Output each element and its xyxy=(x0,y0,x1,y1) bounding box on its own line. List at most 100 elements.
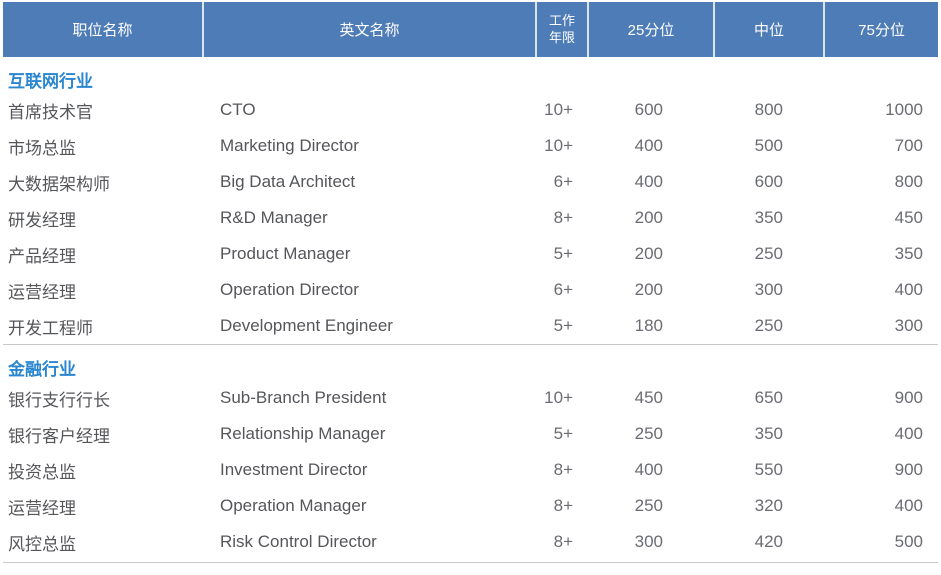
cell-work-years: 10+ xyxy=(544,136,573,155)
cell-work-years: 6+ xyxy=(553,280,573,299)
column-header-median-label: 中位 xyxy=(753,22,784,39)
table-row: 投资总监 Investment Director 8+ 400 550 900 xyxy=(3,452,938,488)
table-body: 互联网行业 首席技术官 CTO 10+ 600 800 1000 市场总监 Ma… xyxy=(3,57,938,560)
table-row: 银行支行行长 Sub-Branch President 10+ 450 650 … xyxy=(3,380,938,416)
cell-work-years: 6+ xyxy=(553,172,573,191)
cell-75th-percentile: 400 xyxy=(894,496,923,515)
cell-position-zh: 投资总监 xyxy=(8,462,76,482)
cell-median: 420 xyxy=(754,532,783,551)
section-title: 金融行业 xyxy=(8,359,76,379)
table-header-row: 职位名称 英文名称 工作 年限 25分位 中位 75分位 xyxy=(3,2,938,57)
cell-25th-percentile: 180 xyxy=(634,316,663,335)
table-row: 首席技术官 CTO 10+ 600 800 1000 xyxy=(3,92,938,128)
cell-position-en: Risk Control Director xyxy=(220,532,377,551)
cell-work-years: 8+ xyxy=(553,496,573,515)
section-title: 互联网行业 xyxy=(8,71,93,91)
cell-25th-percentile: 250 xyxy=(634,496,663,515)
cell-75th-percentile: 450 xyxy=(894,208,923,227)
cell-position-zh: 风控总监 xyxy=(8,534,76,554)
cell-work-years: 5+ xyxy=(553,316,573,335)
cell-position-en: Marketing Director xyxy=(220,136,359,155)
cell-median: 300 xyxy=(754,280,783,299)
column-header-position-en-label: 英文名称 xyxy=(339,22,400,39)
cell-work-years: 8+ xyxy=(553,532,573,551)
column-header-work-years: 工作 年限 xyxy=(537,2,589,57)
cell-position-en: R&D Manager xyxy=(220,208,328,227)
cell-75th-percentile: 500 xyxy=(894,532,923,551)
cell-position-zh: 首席技术官 xyxy=(8,102,93,122)
cell-25th-percentile: 450 xyxy=(634,388,663,407)
table-row: 运营经理 Operation Director 6+ 200 300 400 xyxy=(3,272,938,308)
cell-25th-percentile: 400 xyxy=(634,136,663,155)
cell-25th-percentile: 300 xyxy=(634,532,663,551)
column-header-work-years-label: 工作 年限 xyxy=(548,13,575,45)
table-row: 开发工程师 Development Engineer 5+ 180 250 30… xyxy=(3,308,938,344)
cell-work-years: 5+ xyxy=(553,424,573,443)
column-header-median: 中位 xyxy=(715,2,825,57)
cell-position-zh: 开发工程师 xyxy=(8,318,93,338)
cell-median: 800 xyxy=(754,100,783,119)
cell-work-years: 8+ xyxy=(553,460,573,479)
cell-25th-percentile: 600 xyxy=(634,100,663,119)
cell-position-en: CTO xyxy=(220,100,256,119)
column-header-position-en: 英文名称 xyxy=(204,2,537,57)
cell-25th-percentile: 200 xyxy=(634,208,663,227)
cell-position-zh: 研发经理 xyxy=(8,210,76,230)
section-rows: 首席技术官 CTO 10+ 600 800 1000 市场总监 Marketin… xyxy=(3,92,938,344)
salary-table: 职位名称 英文名称 工作 年限 25分位 中位 75分位 互联网行业 xyxy=(3,2,938,563)
section-rows: 银行支行行长 Sub-Branch President 10+ 450 650 … xyxy=(3,380,938,560)
cell-75th-percentile: 300 xyxy=(894,316,923,335)
cell-work-years: 10+ xyxy=(544,388,573,407)
cell-position-zh: 运营经理 xyxy=(8,282,76,302)
cell-median: 650 xyxy=(754,388,783,407)
cell-25th-percentile: 250 xyxy=(634,424,663,443)
table-row: 产品经理 Product Manager 5+ 200 250 350 xyxy=(3,236,938,272)
cell-position-en: Operation Director xyxy=(220,280,359,299)
table-row: 银行客户经理 Relationship Manager 5+ 250 350 4… xyxy=(3,416,938,452)
cell-75th-percentile: 400 xyxy=(894,424,923,443)
cell-work-years: 8+ xyxy=(553,208,573,227)
column-header-position-zh-label: 职位名称 xyxy=(72,22,133,39)
column-header-75th-percentile-label: 75分位 xyxy=(858,22,905,39)
cell-median: 550 xyxy=(754,460,783,479)
cell-position-en: Product Manager xyxy=(220,244,351,263)
table-row: 大数据架构师 Big Data Architect 6+ 400 600 800 xyxy=(3,164,938,200)
industry-section: 金融行业 银行支行行长 Sub-Branch President 10+ 450… xyxy=(3,344,938,560)
cell-position-zh: 银行支行行长 xyxy=(8,390,110,410)
industry-section: 互联网行业 首席技术官 CTO 10+ 600 800 1000 市场总监 Ma… xyxy=(3,57,938,344)
column-header-25th-percentile: 25分位 xyxy=(589,2,715,57)
cell-75th-percentile: 700 xyxy=(894,136,923,155)
cell-median: 250 xyxy=(754,316,783,335)
cell-median: 350 xyxy=(754,208,783,227)
cell-position-en: Operation Manager xyxy=(220,496,367,515)
table-row: 风控总监 Risk Control Director 8+ 300 420 50… xyxy=(3,524,938,560)
cell-median: 350 xyxy=(754,424,783,443)
cell-position-zh: 银行客户经理 xyxy=(8,426,110,446)
table-bottom-divider xyxy=(3,560,938,563)
cell-work-years: 5+ xyxy=(553,244,573,263)
cell-position-en: Investment Director xyxy=(220,460,368,479)
table-row: 市场总监 Marketing Director 10+ 400 500 700 xyxy=(3,128,938,164)
table-row: 研发经理 R&D Manager 8+ 200 350 450 xyxy=(3,200,938,236)
cell-position-en: Relationship Manager xyxy=(220,424,386,443)
column-header-position-zh: 职位名称 xyxy=(3,2,204,57)
cell-position-zh: 产品经理 xyxy=(8,246,76,266)
cell-25th-percentile: 200 xyxy=(634,280,663,299)
cell-position-zh: 大数据架构师 xyxy=(8,174,110,194)
cell-25th-percentile: 400 xyxy=(634,172,663,191)
cell-median: 500 xyxy=(754,136,783,155)
cell-75th-percentile: 350 xyxy=(894,244,923,263)
cell-75th-percentile: 800 xyxy=(894,172,923,191)
cell-75th-percentile: 1000 xyxy=(885,100,923,119)
cell-median: 250 xyxy=(754,244,783,263)
cell-25th-percentile: 400 xyxy=(634,460,663,479)
cell-median: 320 xyxy=(754,496,783,515)
cell-position-zh: 市场总监 xyxy=(8,138,76,158)
cell-25th-percentile: 200 xyxy=(634,244,663,263)
cell-position-en: Big Data Architect xyxy=(220,172,356,191)
column-header-75th-percentile: 75分位 xyxy=(825,2,938,57)
cell-position-zh: 运营经理 xyxy=(8,498,76,518)
cell-position-en: Sub-Branch President xyxy=(220,388,387,407)
cell-75th-percentile: 400 xyxy=(894,280,923,299)
